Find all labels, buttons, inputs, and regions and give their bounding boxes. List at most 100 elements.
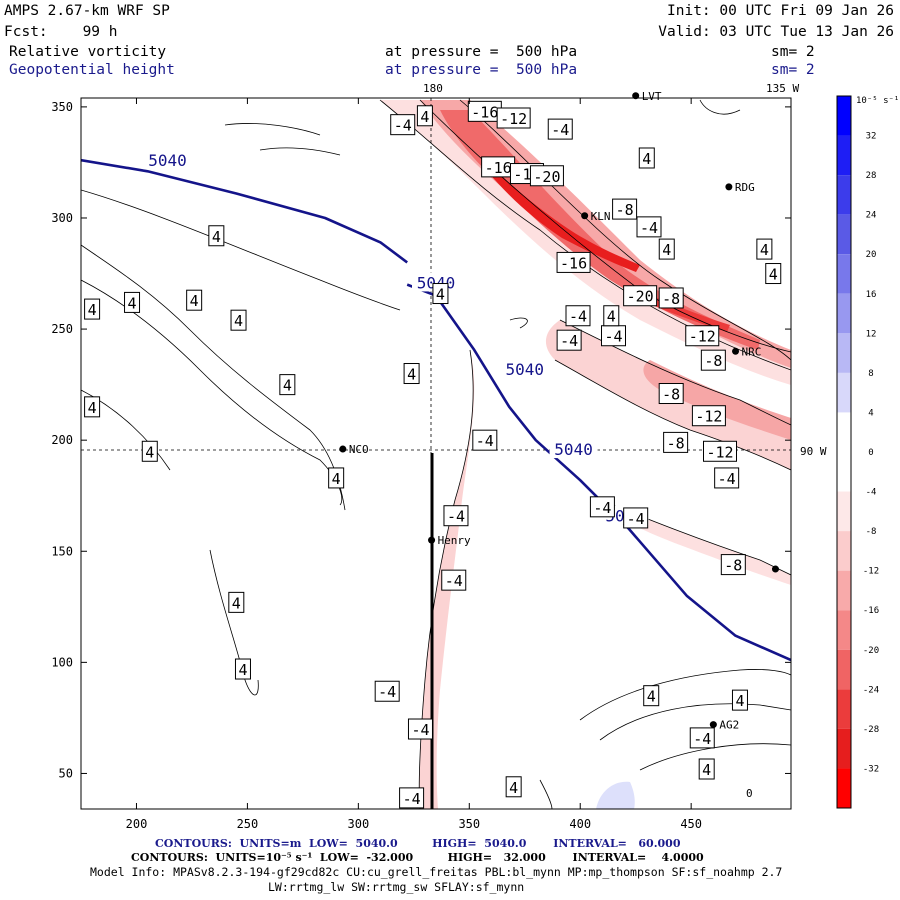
vort-contour <box>639 743 791 771</box>
vort-label-box <box>230 309 247 331</box>
vort-label-box <box>698 758 715 780</box>
vort-label-box <box>390 114 416 136</box>
vort-label: -4 <box>551 121 569 139</box>
vort-label-box <box>731 689 748 711</box>
x-tick-label: 450 <box>680 817 702 831</box>
vort-label-box <box>714 467 740 489</box>
vort-label-box <box>658 287 684 309</box>
vort-label: -4 <box>378 683 396 701</box>
colorbar-tick-label: -16 <box>863 606 879 616</box>
vort-label: -4 <box>627 510 645 528</box>
colorbar-swatch <box>837 175 851 215</box>
vort-label: -4 <box>593 499 611 517</box>
colorbar-tick-label: 32 <box>866 132 877 142</box>
vort-label-box <box>328 467 345 489</box>
vort-label: -8 <box>667 434 685 452</box>
vort-label-box <box>658 383 684 405</box>
station-label: Henry <box>438 534 471 547</box>
vort-contour <box>699 99 741 115</box>
vort-label: -20 <box>627 288 654 306</box>
lon-135w-label: 135 W <box>766 82 799 95</box>
colorbar-tick-label: 28 <box>866 171 877 181</box>
vort-label-box <box>547 118 573 140</box>
vort-label-box <box>689 727 715 749</box>
vort-label-box <box>565 305 591 327</box>
station-marker <box>725 183 733 191</box>
vort-label-box <box>765 263 782 285</box>
vort-label-box <box>141 440 158 462</box>
vort-contour <box>599 703 791 741</box>
vort-label: 4 <box>436 286 445 304</box>
vort-label: 4 <box>88 301 97 319</box>
vorticity-height-chart: 50405040504050405040 -16-12-4-4-16-16-20… <box>51 82 899 831</box>
x-tick-label: 300 <box>348 817 370 831</box>
vort-label: 4 <box>232 594 241 612</box>
colorbar-tick-label: -8 <box>866 527 877 537</box>
vort-label-box <box>636 216 662 238</box>
vorticity-positive-patch <box>596 781 635 809</box>
vort-label-box <box>407 718 433 740</box>
vort-label-box <box>685 325 720 347</box>
station-label: KLN <box>591 210 611 223</box>
vort-label: -4 <box>569 308 587 326</box>
colorbar-tick-label: -12 <box>863 567 879 577</box>
colorbar-swatch <box>837 412 851 452</box>
vort-label-box <box>399 787 425 809</box>
vort-label: 4 <box>647 688 656 706</box>
colorbar-swatch <box>837 610 851 650</box>
vort-label: 4 <box>88 399 97 417</box>
footer-physics: LW:rrtmg_lw SW:rrtmg_sw SFLAY:sf_mynn <box>268 880 525 894</box>
vort-label-box <box>403 363 420 385</box>
vort-label-box <box>432 283 449 305</box>
vort-label: -4 <box>403 790 421 808</box>
vort-label: -4 <box>560 332 578 350</box>
vort-label-box <box>703 440 737 462</box>
vort-label: 4 <box>420 108 429 126</box>
colorbar: 32 28 24 20 16 12 8 4 0 -4 -8 -12 -16 -20 -24 -28 -32 <box>836 95 879 809</box>
vort-label: 4 <box>509 779 518 797</box>
vort-label-box <box>603 305 620 327</box>
forecast-hour: Fcst: 99 h <box>4 24 118 40</box>
lon-180-label: 180 <box>423 82 443 95</box>
vort-label: -8 <box>704 352 722 370</box>
colorbar-swatch <box>837 254 851 294</box>
y-tick-label: 350 <box>51 100 73 114</box>
vort-label: -20 <box>533 168 560 186</box>
station-marker <box>771 565 779 573</box>
vort-label-box <box>208 225 225 247</box>
vort-label: 4 <box>238 661 247 679</box>
vort-contour <box>81 279 343 506</box>
vort-label-box <box>279 374 296 396</box>
vort-contour <box>539 779 553 809</box>
colorbar-swatch <box>837 452 851 492</box>
colorbar-tick-label: 16 <box>866 290 877 300</box>
station-marker <box>339 445 347 453</box>
field2-name: Geopotential height <box>9 62 175 78</box>
height-label: 5040 <box>148 151 187 170</box>
vort-contour <box>459 99 791 361</box>
height-contour-5040 <box>81 158 408 264</box>
field1-level: at pressure = 500 hPa <box>385 44 578 60</box>
station-marker <box>732 347 740 355</box>
vort-label: -16 <box>485 159 512 177</box>
valid-time: Valid: 03 UTC Tue 13 Jan 26 <box>658 24 894 40</box>
field2-smoothing: sm= 2 <box>771 62 815 78</box>
y-tick-label: 50 <box>59 766 73 780</box>
colorbar-swatch <box>837 372 851 413</box>
colorbar-swatch <box>837 293 851 334</box>
vort-label: -12 <box>689 328 716 346</box>
vort-label-box <box>756 238 773 260</box>
vort-label: -8 <box>662 386 680 404</box>
footer-vort-contours: CONTOURS: UNITS=10⁻⁵ s⁻¹ LOW= -32.000 HI… <box>131 851 704 864</box>
height-label-bg <box>549 439 598 459</box>
vort-contour <box>509 317 528 329</box>
vort-label: 4 <box>662 241 671 259</box>
field1-smoothing: sm= 2 <box>771 44 815 60</box>
colorbar-tick-label: -24 <box>863 685 879 695</box>
station-marker <box>581 212 589 220</box>
vort-label: 4 <box>234 312 243 330</box>
vort-label: -4 <box>411 721 429 739</box>
vort-label-box <box>441 569 467 591</box>
colorbar-unit: 10⁻⁵ s⁻¹ <box>856 96 899 106</box>
height-label-bg <box>500 359 549 379</box>
